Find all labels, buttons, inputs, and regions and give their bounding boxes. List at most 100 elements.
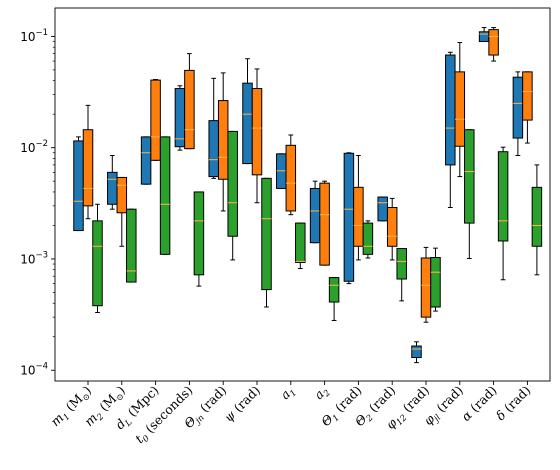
box-s2-c13 <box>488 27 499 62</box>
y-tick-base: 10 <box>20 252 35 266</box>
box-s2-c12 <box>454 42 466 178</box>
box-s2-c1 <box>82 104 94 220</box>
x-axis: m1 (M⊙)m2 (M⊙)dL (Mpc)t0 (seconds)Θjn (r… <box>47 381 534 446</box>
box-s3-c5 <box>227 130 238 261</box>
iqr-box <box>362 222 374 255</box>
box-s1-c12 <box>445 51 456 208</box>
y-tick-label: 10−2 <box>20 139 48 155</box>
box-s3-c13 <box>497 146 509 281</box>
iqr-box <box>261 177 272 291</box>
iqr-box <box>531 186 543 247</box>
iqr-box <box>251 88 263 176</box>
iqr-box <box>174 88 186 148</box>
iqr-box <box>328 277 340 303</box>
iqr-box <box>377 196 388 222</box>
plot-frame <box>54 7 551 382</box>
iqr-box <box>82 129 94 207</box>
box-s3-c12 <box>464 129 475 259</box>
iqr-box <box>150 79 161 161</box>
iqr-box <box>184 69 195 150</box>
box-s1-c11 <box>411 341 422 364</box>
y-tick-label: 10−3 <box>20 250 48 266</box>
x-tick-label-2: m2 (M⊙) <box>81 383 128 430</box>
iqr-box <box>445 54 456 166</box>
box-s2-c8 <box>319 180 330 266</box>
box-s2-c11 <box>420 246 432 323</box>
box-s3-c1 <box>92 203 103 314</box>
y-tick-exponent: −4 <box>35 362 48 372</box>
iqr-box <box>309 187 321 244</box>
y-axis: 10−110−210−310−4 <box>20 28 55 378</box>
y-tick-label: 10−1 <box>20 28 48 44</box>
y-tick-base: 10 <box>20 141 35 155</box>
label-subscript: 1 <box>331 413 342 424</box>
iqr-box <box>107 171 118 205</box>
box-s3-c10 <box>396 248 407 302</box>
iqr-box <box>116 176 128 214</box>
iqr-box <box>488 29 499 56</box>
box-s1-c2 <box>107 155 118 210</box>
box-s1-c3 <box>140 136 152 185</box>
x-tick-label: a2 <box>311 383 333 405</box>
box-s2-c7 <box>285 134 297 216</box>
iqr-box <box>386 206 398 247</box>
box-s1-c5 <box>208 77 219 179</box>
iqr-box <box>353 186 364 247</box>
box-s3-c4 <box>193 191 205 287</box>
box-s2-c4 <box>184 53 195 150</box>
iqr-box <box>217 100 229 180</box>
label-unit: (rad) <box>228 383 263 418</box>
box-s2-c5 <box>217 72 229 212</box>
iqr-box <box>193 191 205 276</box>
iqr-box <box>92 220 103 307</box>
series-3 <box>92 129 543 321</box>
iqr-box <box>140 136 152 185</box>
x-tick-label-7: a1 <box>277 383 299 405</box>
x-tick-label: ψ (rad) <box>221 383 263 425</box>
iqr-box <box>411 345 422 359</box>
box-s3-c7 <box>295 222 306 270</box>
box-s1-c1 <box>73 136 84 232</box>
y-tick-base: 10 <box>20 30 35 44</box>
y-tick-exponent: −1 <box>35 28 48 38</box>
y-tick-base: 10 <box>20 364 35 378</box>
iqr-box <box>497 151 509 242</box>
x-tick-label: a1 <box>277 383 299 405</box>
x-tick-label-14: δ (rad) <box>493 383 534 424</box>
label-subscript: 2 <box>364 413 376 425</box>
box-s3-c6 <box>261 177 272 308</box>
box-s3-c14 <box>531 164 543 276</box>
iqr-box <box>478 31 490 42</box>
iqr-box <box>319 182 330 266</box>
box-s3-c3 <box>159 136 171 255</box>
y-tick-label: 10−4 <box>20 362 48 378</box>
iqr-box <box>126 208 137 283</box>
box-s1-c8 <box>309 180 321 244</box>
box-s1-c10 <box>377 196 388 222</box>
box-s1-c4 <box>174 85 186 151</box>
box-s1-c14 <box>512 71 524 157</box>
x-tick-label: δ (rad) <box>493 383 534 424</box>
label-subscript: 1 <box>288 388 299 399</box>
label-unit: (rad) <box>498 383 533 418</box>
iqr-box <box>343 152 355 282</box>
series-2 <box>82 27 533 323</box>
label-unit: (rad) <box>363 383 398 418</box>
y-tick-exponent: −2 <box>35 139 48 149</box>
iqr-box <box>295 222 306 263</box>
x-tick-label-13: α (rad) <box>458 383 499 424</box>
box-s1-c6 <box>242 58 253 165</box>
box-s2-c3 <box>150 78 161 161</box>
iqr-box <box>454 71 466 147</box>
x-tick-label: α (rad) <box>458 383 499 424</box>
iqr-box <box>512 76 524 139</box>
box-s3-c11 <box>430 247 441 312</box>
iqr-box <box>159 136 171 255</box>
label-subscript: 1 <box>62 412 73 423</box>
y-tick-exponent: −3 <box>35 250 48 260</box>
iqr-box <box>464 129 475 224</box>
x-tick-label-6: ψ (rad) <box>221 383 263 425</box>
box-s1-c13 <box>478 27 490 42</box>
box-s2-c10 <box>386 197 398 261</box>
